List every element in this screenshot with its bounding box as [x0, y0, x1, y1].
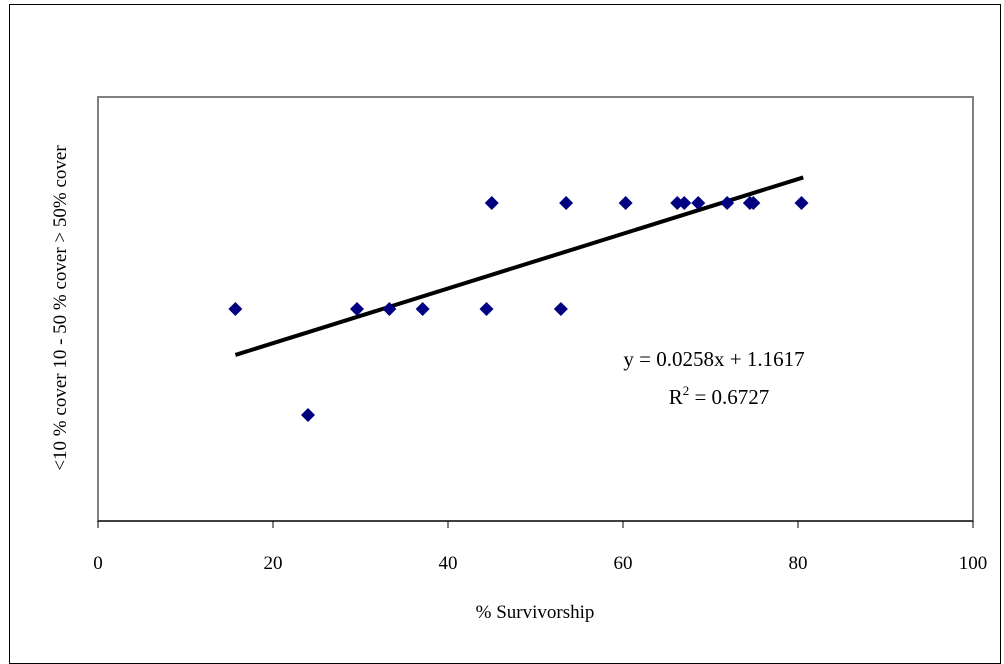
data-point [720, 196, 735, 210]
data-point [794, 196, 809, 210]
trendline-group [234, 175, 804, 357]
data-point [553, 302, 568, 316]
scatter-chart: 0 20 40 60 80 100 y = 0.0258x + 1.1617 R2 = 0… [50, 96, 987, 623]
data-point [559, 196, 574, 210]
trendline-equation: y = 0.0258x + 1.1617 [623, 347, 804, 371]
data-point [484, 196, 499, 210]
x-tick-label: 20 [264, 553, 283, 574]
data-point [618, 196, 633, 210]
data-point [228, 302, 243, 316]
data-point [479, 302, 494, 316]
data-point [382, 302, 397, 316]
x-tick-label: 80 [789, 553, 808, 574]
data-point [691, 196, 706, 210]
x-tick-label: 100 [959, 553, 988, 574]
data-point [677, 196, 692, 210]
x-axis-title: % Survivorship [476, 602, 595, 623]
x-axis-ticks: 0 20 40 60 80 100 [93, 521, 987, 574]
r-squared-label: R2 = 0.6727 [669, 383, 770, 409]
plot-area [97, 96, 974, 522]
data-point [415, 302, 430, 316]
data-point [350, 302, 364, 316]
x-tick-label: 40 [439, 553, 458, 574]
data-point [746, 196, 761, 210]
x-tick-label: 60 [614, 553, 633, 574]
data-points [228, 196, 809, 422]
trendline [234, 175, 804, 357]
y-axis-title: <10 % cover 10 - 50 % cover > 50% cover [50, 145, 71, 471]
x-tick-label: 0 [93, 553, 103, 574]
data-point [301, 408, 315, 422]
